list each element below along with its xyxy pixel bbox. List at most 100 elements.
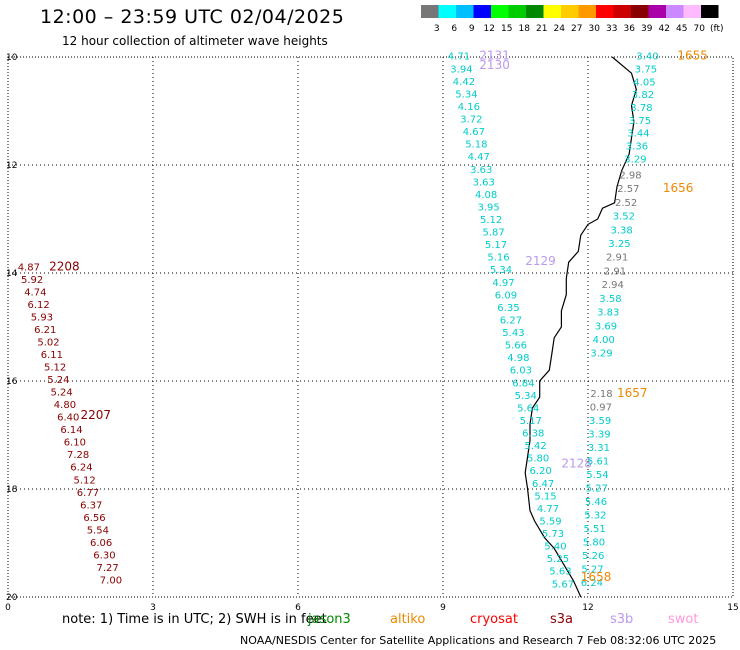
swh-value-label: 5.16 xyxy=(487,253,509,264)
swh-value-label: 2.98 xyxy=(619,171,641,182)
x-tick-label: 0 xyxy=(5,603,11,612)
y-tick-label: 16 xyxy=(6,377,18,387)
swh-value-label: 5.17 xyxy=(485,240,507,251)
swh-value-label: 6.12 xyxy=(28,300,50,311)
pass-id-label: 2128 xyxy=(561,456,592,470)
swh-value-label: 5.59 xyxy=(539,517,561,528)
pass-id-label: 2207 xyxy=(81,408,112,422)
swh-value-label: 3.29 xyxy=(590,349,612,360)
swh-value-label: 5.12 xyxy=(480,215,502,226)
swh-value-label: 3.29 xyxy=(624,154,646,165)
legend-s3a: s3a xyxy=(550,612,574,627)
colorbar-swatch xyxy=(578,5,596,18)
swh-value-label: 2.91 xyxy=(604,267,626,278)
swh-value-label: 5.02 xyxy=(37,338,59,349)
colorbar-label: 33 xyxy=(606,24,617,34)
colorbar-swatch xyxy=(561,5,579,18)
swh-value-label: 6.24 xyxy=(581,578,603,589)
colorbar-label: 12 xyxy=(484,24,495,34)
swh-value-label: 6.38 xyxy=(522,429,544,440)
swh-value-label: 6.06 xyxy=(90,538,112,549)
colorbar-label: 18 xyxy=(519,24,531,34)
colorbar-label: 42 xyxy=(659,24,670,34)
colorbar-label: 70 xyxy=(694,24,706,34)
swh-value-label: 4.42 xyxy=(453,77,475,88)
colorbar-label: 30 xyxy=(589,24,601,34)
swh-value-label: 6.27 xyxy=(500,316,522,327)
colorbar-label: 21 xyxy=(536,24,547,34)
swh-value-label: 5.43 xyxy=(502,328,524,339)
swh-value-label: 5.24 xyxy=(51,388,73,399)
swh-value-label: 3.38 xyxy=(611,225,633,236)
pass-id-label: 1658 xyxy=(581,570,612,584)
swh-value-label: 3.75 xyxy=(635,65,657,76)
satellite-legend: jason3 altiko cryosat s3a s3b swot xyxy=(0,612,740,630)
swh-value-label: 6.30 xyxy=(93,550,115,561)
y-tick-label: 20 xyxy=(6,593,18,603)
legend-altiko: altiko xyxy=(390,612,426,627)
colorbar-swatch xyxy=(491,5,509,18)
swh-value-label: 5.92 xyxy=(21,275,43,286)
note-text: note: 1) Time is in UTC; 2) SWH is in fe… xyxy=(62,612,327,627)
swh-value-label: 5.26 xyxy=(582,551,604,562)
swh-value-label: 4.80 xyxy=(54,400,76,411)
colorbar-swatch xyxy=(613,5,631,18)
swh-value-label: 5.17 xyxy=(520,416,542,427)
colorbar-label: 3 xyxy=(434,24,440,34)
swh-value-label: 4.98 xyxy=(507,353,529,364)
footer-credit: NOAA/NESDIS Center for Satellite Applica… xyxy=(240,634,717,647)
swh-value-label: 6.77 xyxy=(77,488,99,499)
swh-value-label: 3.83 xyxy=(597,308,619,319)
swh-value-label: 2.52 xyxy=(615,198,637,209)
swh-value-label: 3.94 xyxy=(450,64,472,75)
y-tick-label: 14 xyxy=(6,269,18,279)
colorbar-swatch xyxy=(438,5,456,18)
swh-value-label: 4.74 xyxy=(24,287,46,298)
swh-value-label: 5.87 xyxy=(483,228,505,239)
swh-value-label: 6.09 xyxy=(495,290,517,301)
swh-value-label: 2.18 xyxy=(590,389,612,400)
y-tick-label: 10 xyxy=(6,53,18,63)
colorbar-swatch xyxy=(526,5,544,18)
colorbar-label: 45 xyxy=(676,24,687,34)
swh-value-label: 5.93 xyxy=(31,312,53,323)
swh-value-label: 5.34 xyxy=(490,265,512,276)
swh-value-label: 5.24 xyxy=(47,375,69,386)
swh-value-label: 2.91 xyxy=(606,253,628,264)
colorbar-swatch xyxy=(648,5,666,18)
swh-value-label: 7.00 xyxy=(100,576,122,587)
colorbar-swatch xyxy=(683,5,701,18)
swh-value-label: 6.56 xyxy=(83,513,105,524)
swh-value-label: 0.97 xyxy=(590,403,612,414)
swh-value-label: 4.97 xyxy=(492,278,514,289)
colorbar-swatch xyxy=(631,5,649,18)
swh-color-legend: 3 6 9 12 15 18 21 24 27 30 33 36 39 42 45 70 (ft) xyxy=(421,5,724,34)
pass-id-label: 2130 xyxy=(479,58,510,72)
swh-value-label: 5.80 xyxy=(527,454,549,465)
swh-value-label: 4.16 xyxy=(458,102,480,113)
x-tick-label: 9 xyxy=(440,603,446,612)
swh-value-label: 3.31 xyxy=(588,443,610,454)
swh-value-label: 7.27 xyxy=(97,563,119,574)
colorbar-swatch xyxy=(421,5,439,18)
pass-id-label: 2131 xyxy=(479,49,510,63)
pass-id-label: 1657 xyxy=(617,386,648,400)
swh-value-label: 6.47 xyxy=(532,479,554,490)
colorbar-label: 6 xyxy=(451,24,457,34)
swh-value-label: 3.25 xyxy=(608,239,630,250)
swh-value-label: 3.82 xyxy=(632,90,654,101)
swh-value-label: 5.54 xyxy=(87,525,109,536)
pass-id-label: 1655 xyxy=(677,49,708,63)
swh-value-label: 6.11 xyxy=(41,350,63,361)
swh-value-label: 6.35 xyxy=(497,303,519,314)
swh-value-label: 5.54 xyxy=(586,470,608,481)
swh-value-label: 3.36 xyxy=(626,142,648,153)
swh-value-label: 4.00 xyxy=(593,335,615,346)
map-frame xyxy=(7,56,734,598)
x-tick-label: 12 xyxy=(582,603,593,612)
swh-value-label: 3.78 xyxy=(630,103,652,114)
colorbar-swatch xyxy=(473,5,491,18)
swh-value-label: 3.59 xyxy=(589,416,611,427)
map-title: 12:00 – 23:59 UTC 02/04/2025 xyxy=(40,6,345,28)
swh-value-label: 4.71 xyxy=(448,52,470,63)
